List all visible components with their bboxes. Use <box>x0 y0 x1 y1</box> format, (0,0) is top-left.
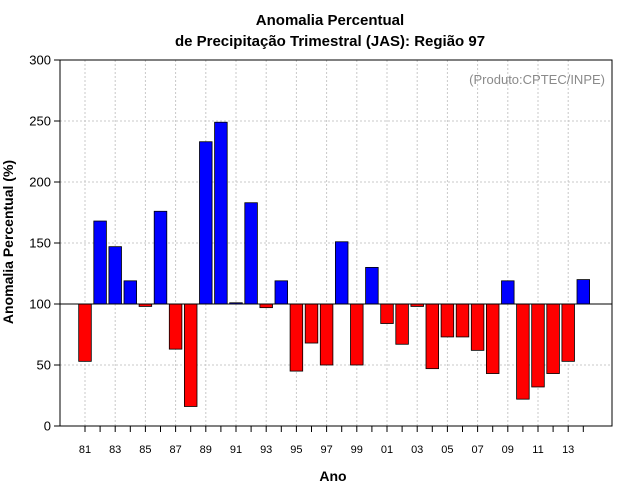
bar-12 <box>546 303 560 374</box>
x-tick-label: 03 <box>411 444 423 456</box>
bar-95 <box>289 303 304 372</box>
x-axis: 81 83 85 87 89 91 93 95 97 99 01 03 05 07 09 11 13 <box>79 426 584 456</box>
bar-89 <box>199 141 213 305</box>
x-tick-label: 91 <box>230 444 242 456</box>
y-tick-label: 250 <box>29 114 51 129</box>
x-tick-label: 13 <box>562 444 574 456</box>
x-tick-label: 11 <box>532 444 543 456</box>
bar-94 <box>274 280 289 305</box>
x-tick-label: 09 <box>502 444 514 456</box>
x-tick-label: 87 <box>169 444 181 456</box>
bar-14 <box>576 279 591 305</box>
bar-98 <box>334 241 349 305</box>
bar-88 <box>183 303 198 407</box>
bar-81 <box>78 303 92 362</box>
bar-08 <box>485 303 500 374</box>
bars <box>78 121 591 407</box>
x-tick-label: 95 <box>290 444 302 456</box>
bar-93 <box>259 303 273 309</box>
bar-97 <box>319 303 334 366</box>
x-tick-label: 81 <box>79 444 91 456</box>
bar-02 <box>395 303 409 345</box>
x-tick-label: 83 <box>109 444 121 456</box>
x-axis-label: Ano <box>319 468 346 484</box>
bar-83 <box>108 246 122 305</box>
x-tick-label: 07 <box>471 444 483 456</box>
y-axis: 0 50 100 150 200 250 300 <box>29 53 60 434</box>
bar-92 <box>244 202 258 305</box>
bar-96 <box>304 303 319 344</box>
y-tick-label: 100 <box>29 297 51 312</box>
bar-07 <box>470 303 485 351</box>
bar-00 <box>365 266 379 305</box>
chart-title-line-1: Anomalia Percentual <box>256 12 404 29</box>
bar-86 <box>153 210 168 305</box>
bar-99 <box>350 303 364 366</box>
x-tick-label: 01 <box>381 444 393 456</box>
bar-13 <box>561 303 575 362</box>
y-tick-label: 300 <box>29 53 51 68</box>
chart-title-line-2: de Precipitação Trimestral (JAS): Região… <box>175 33 485 50</box>
x-tick-label: 89 <box>200 444 212 456</box>
y-axis-label: Anomalia Percentual (%) <box>0 160 16 324</box>
bar-82 <box>93 220 107 305</box>
bar-06 <box>455 303 470 338</box>
y-tick-label: 0 <box>44 419 51 434</box>
bar-10 <box>516 303 530 400</box>
x-tick-label: 05 <box>441 444 453 456</box>
x-tick-label: 97 <box>320 444 332 456</box>
bar-90 <box>214 121 228 305</box>
y-tick-label: 50 <box>37 358 51 373</box>
bar-05 <box>440 303 455 338</box>
bar-09 <box>501 280 515 305</box>
bar-04 <box>425 303 440 370</box>
product-credit: (Produto:CPTEC/INPE) <box>469 72 605 87</box>
bar-87 <box>168 303 183 350</box>
bar-01 <box>380 303 394 324</box>
y-tick-label: 200 <box>29 175 51 190</box>
bar-84 <box>123 280 138 305</box>
bar-11 <box>531 303 545 388</box>
x-tick-label: 85 <box>139 444 151 456</box>
x-tick-label: 93 <box>260 444 272 456</box>
x-tick-label: 99 <box>351 444 363 456</box>
y-tick-label: 150 <box>29 236 51 251</box>
